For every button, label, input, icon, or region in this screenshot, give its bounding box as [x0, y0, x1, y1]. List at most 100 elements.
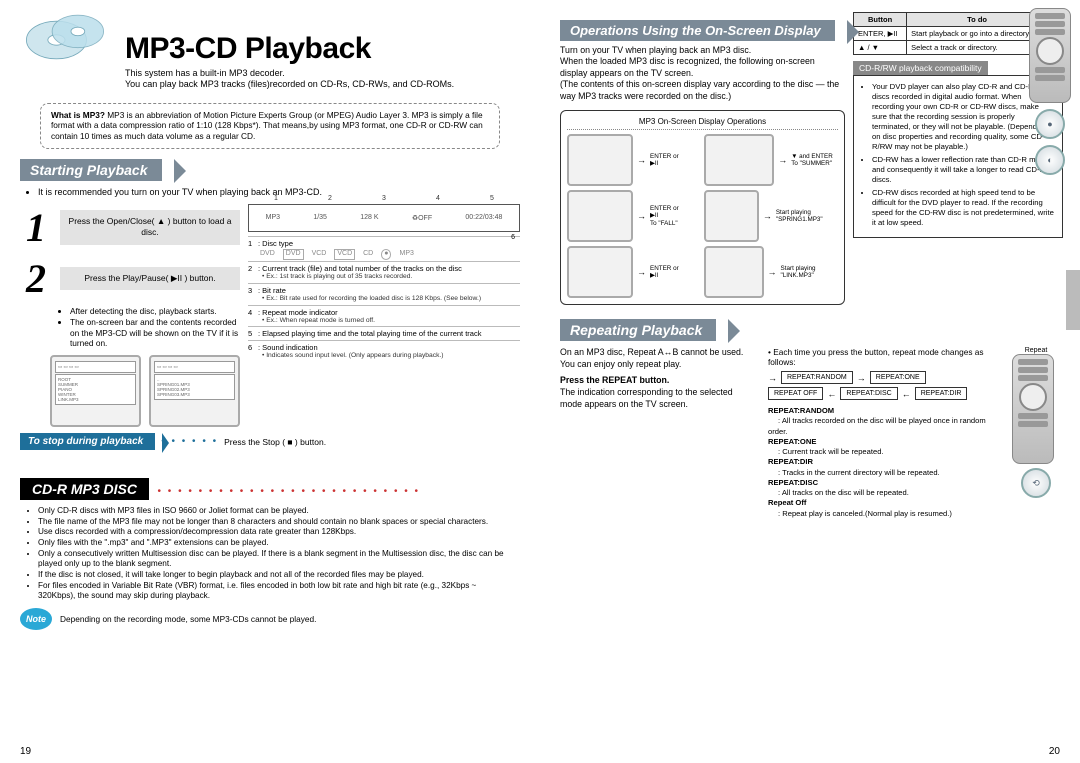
ops-cap: ENTER or ▶II [650, 153, 686, 168]
repeat-press: Press the REPEAT button. [560, 375, 669, 385]
compat-header: CD-R/RW playback compatibility [853, 61, 988, 75]
cdr-item: Use discs recorded with a compression/de… [38, 527, 510, 538]
ops-line3: (The contents of this on-screen display … [560, 79, 839, 100]
repeat-remote-col: Repeat ⟲ [1012, 347, 1060, 519]
side-tab [1066, 270, 1080, 330]
tv-screen-1: ▭ ▭ ▭ ▭ ROOTSUMMERPIANOWINTERLINK.MP3 [50, 355, 141, 427]
after-step-1: After detecting the disc, playback start… [70, 306, 240, 317]
ops-box-title: MP3 On-Screen Display Operations [567, 117, 838, 130]
intro-line2: You can play back MP3 tracks (files)reco… [125, 79, 454, 89]
ops-header: Operations Using the On-Screen Display [560, 20, 835, 41]
osd-time: 00:22/03:48 [465, 214, 502, 221]
mp3-info-box: What is MP3? MP3 is an abbreviation of M… [40, 103, 500, 149]
repeat-line3: The indication corresponding to the sele… [560, 387, 733, 409]
page-title: MP3-CD Playback [125, 32, 520, 66]
cdr-list: Only CD-R discs with MP3 files in ISO 96… [26, 506, 520, 602]
stop-instruction: Press the Stop ( ■ ) button. [224, 437, 326, 447]
ops-cell: → Start playing "SPRING1.MP3" [704, 190, 838, 242]
osd-track: 1/35 [313, 214, 327, 221]
tv-screens: ▭ ▭ ▭ ▭ ROOTSUMMERPIANOWINTERLINK.MP3 ▭ … [50, 355, 240, 427]
step-number-1: 1 [20, 204, 52, 251]
ops-operations-box: MP3 On-Screen Display Operations → ENTER… [560, 110, 845, 305]
cd-icon [20, 10, 110, 70]
stop-playback-flag: To stop during playback [20, 433, 155, 450]
osd-mode: OFF [418, 215, 432, 222]
repeat-line1: On an MP3 disc, Repeat A↔B cannot be use… [560, 347, 743, 357]
remote-bottom [1012, 354, 1054, 464]
after-step-2: The on-screen bar and the contents recor… [70, 317, 240, 349]
ops-cap: Start playing "SPRING1.MP3" [776, 209, 838, 224]
enter-button-icon: ● [1035, 109, 1065, 139]
ops-line2: When the loaded MP3 disc is recognized, … [560, 56, 815, 77]
legend-5: Elapsed playing time and the total playi… [262, 329, 481, 338]
legend-6: Sound indication [262, 343, 317, 352]
intro-text: This system has a built-in MP3 decoder. … [125, 68, 520, 91]
step-2-box: Press the Play/Pause( ▶II ) button. [60, 267, 240, 290]
remote-top [1029, 8, 1071, 103]
ops-cap: ENTER or ▶II [650, 265, 686, 280]
def-key: Repeat Off [768, 498, 806, 507]
repeat-mode-box: REPEAT:ONE [870, 371, 926, 384]
ops-cell: → ▼ and ENTERTo "SUMMER" [704, 134, 838, 186]
ops-cap: and ENTER [799, 153, 833, 160]
repeat-mode-box: REPEAT:DISC [840, 387, 897, 400]
legend-3: Bit rate [262, 286, 286, 295]
osd-bitrate: 128 K [360, 214, 378, 221]
def-val: All tracks on the disc will be repeated. [782, 488, 909, 497]
legend-6-ex: Indicates sound input level. (Only appea… [266, 352, 443, 359]
cdr-item: Only CD-R discs with MP3 files in ISO 96… [38, 506, 510, 517]
ops-line1: Turn on your TV when playing back an MP3… [560, 45, 751, 55]
repeat-definitions: REPEAT:RANDOM: All tracks recorded on th… [768, 406, 998, 519]
repeat-button-icon: ⟲ [1021, 468, 1051, 498]
after-steps-notes: After detecting the disc, playback start… [60, 306, 240, 349]
repeat-each-time: Each time you press the button, repeat m… [768, 347, 984, 367]
repeat-mode-diagram-2: REPEAT OFF← REPEAT:DISC← REPEAT:DIR [768, 387, 998, 400]
repeat-header: Repeating Playback [560, 319, 716, 341]
btn-th: Button [854, 13, 907, 27]
btn-td: ENTER, ▶II [854, 27, 907, 41]
dots-blue: • • • • • • [161, 436, 218, 447]
mp3-question: What is MP3? [51, 110, 105, 120]
right-page: Operations Using the On-Screen Display T… [540, 0, 1080, 763]
def-key: REPEAT:DIR [768, 457, 813, 466]
stop-row: To stop during playback • • • • • • Pres… [20, 433, 520, 450]
repeat-mode-box: REPEAT:RANDOM [781, 371, 853, 384]
def-val: Current track will be repeated. [782, 447, 883, 456]
intro-line1: This system has a built-in MP3 decoder. [125, 68, 285, 78]
osd-legend: 1: Disc type DVDDVD VCDVCD CD● MP3 2: Cu… [248, 236, 520, 362]
note-badge: Note [20, 608, 52, 630]
note-row: Note Depending on the recording mode, so… [20, 608, 520, 630]
ops-cell: → ENTER or ▶II [567, 246, 686, 298]
ops-cap: To "FALL" [650, 220, 678, 227]
cdr-item: Only files with the ".mp3" and ".MP3" ex… [38, 538, 510, 549]
legend-2: Current track (file) and total number of… [262, 264, 462, 273]
cdr-item: For files encoded in Variable Bit Rate (… [38, 581, 510, 602]
cdr-item: Only a consecutively written Multisessio… [38, 549, 510, 570]
left-page: MP3-CD Playback This system has a built-… [0, 0, 540, 763]
repeat-mode-box: REPEAT OFF [768, 387, 823, 400]
starting-playback-header: Starting Playback [20, 159, 162, 181]
compat-item: CD-RW discs recorded at high speed tend … [872, 188, 1054, 228]
steps-area: 1 Press the Open/Close( ▲ ) button to lo… [20, 204, 520, 427]
repeat-line2: You can enjoy only repeat play. [560, 359, 681, 369]
ops-cap: Start playing "LINK.MP3" [781, 265, 838, 280]
page-number-right: 20 [1049, 746, 1060, 757]
page-number-left: 19 [20, 746, 31, 757]
legend-3-ex: Ex.: Bit rate used for recording the loa… [266, 295, 481, 302]
def-key: REPEAT:DISC [768, 478, 818, 487]
cdr-item: The file name of the MP3 file may not be… [38, 517, 510, 528]
mp3-answer: MP3 is an abbreviation of Motion Picture… [51, 110, 483, 142]
step-1-box: Press the Open/Close( ▲ ) button to load… [60, 210, 240, 244]
step-number-2: 2 [20, 255, 52, 302]
ops-cap: To "SUMMER" [791, 160, 832, 167]
def-val: Repeat play is canceled.(Normal play is … [782, 509, 952, 518]
legend-2-ex: Ex.: 1st track is playing out of 35 trac… [266, 273, 412, 280]
btn-td: ▲ / ▼ [854, 41, 907, 55]
legend-4: Repeat mode indicator [262, 308, 337, 317]
ops-cell: → ENTER or ▶IITo "FALL" [567, 190, 686, 242]
note-text: Depending on the recording mode, some MP… [60, 614, 316, 624]
dots-red: • • • • • • • • • • • • • • • • • • • • … [158, 486, 420, 497]
button-table: ButtonTo do ENTER, ▶IIStart playback or … [853, 12, 1048, 55]
ops-cap: ENTER or ▶II [650, 205, 679, 220]
ops-cell: → ENTER or ▶II [567, 134, 686, 186]
